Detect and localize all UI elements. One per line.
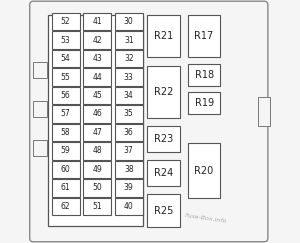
Text: 49: 49 <box>92 165 102 174</box>
Text: 46: 46 <box>92 109 102 119</box>
Bar <box>188 15 220 57</box>
Bar <box>83 179 111 197</box>
Bar <box>83 124 111 141</box>
Bar <box>188 92 220 114</box>
Bar <box>48 15 143 226</box>
Text: 45: 45 <box>92 91 102 100</box>
Bar <box>83 161 111 178</box>
Bar <box>115 198 143 215</box>
Text: 35: 35 <box>124 109 134 119</box>
Text: Fuse-Box.info: Fuse-Box.info <box>184 213 227 224</box>
Text: 39: 39 <box>124 183 134 192</box>
Text: R25: R25 <box>154 206 173 216</box>
Bar <box>83 31 111 49</box>
Bar <box>83 50 111 67</box>
Text: R17: R17 <box>194 31 214 41</box>
Bar <box>115 13 143 30</box>
FancyBboxPatch shape <box>30 1 268 242</box>
Text: 47: 47 <box>92 128 102 137</box>
Text: R18: R18 <box>194 70 214 80</box>
Bar <box>52 105 80 123</box>
Bar <box>83 198 111 215</box>
Bar <box>33 101 47 117</box>
Text: 37: 37 <box>124 146 134 156</box>
Text: 44: 44 <box>92 72 102 82</box>
Text: R20: R20 <box>194 166 214 176</box>
Text: 57: 57 <box>61 109 70 119</box>
Text: 55: 55 <box>61 72 70 82</box>
Bar <box>52 124 80 141</box>
Text: 41: 41 <box>92 17 102 26</box>
Text: 43: 43 <box>92 54 102 63</box>
Text: 54: 54 <box>61 54 70 63</box>
Bar <box>83 87 111 104</box>
Text: 61: 61 <box>61 183 70 192</box>
Bar <box>147 160 180 186</box>
Bar <box>83 13 111 30</box>
Bar <box>115 68 143 86</box>
Bar <box>147 66 180 118</box>
Text: R21: R21 <box>154 31 173 41</box>
Bar <box>52 13 80 30</box>
Bar <box>115 87 143 104</box>
Bar <box>115 124 143 141</box>
Bar <box>147 126 180 152</box>
Bar <box>188 64 220 86</box>
Text: 59: 59 <box>61 146 70 156</box>
Text: 56: 56 <box>61 91 70 100</box>
Bar <box>52 31 80 49</box>
Text: 52: 52 <box>61 17 70 26</box>
Bar <box>52 179 80 197</box>
Bar <box>115 50 143 67</box>
Bar <box>115 142 143 160</box>
Bar <box>52 198 80 215</box>
Bar <box>147 194 180 227</box>
Text: 53: 53 <box>61 35 70 45</box>
Bar <box>258 97 270 126</box>
Bar <box>188 143 220 198</box>
Text: 32: 32 <box>124 54 134 63</box>
Bar <box>52 68 80 86</box>
Text: 34: 34 <box>124 91 134 100</box>
Bar <box>33 62 47 78</box>
Text: 40: 40 <box>124 202 134 211</box>
Bar <box>83 68 111 86</box>
Text: R22: R22 <box>154 87 173 97</box>
Text: 31: 31 <box>124 35 134 45</box>
Bar <box>52 142 80 160</box>
Text: R19: R19 <box>194 98 214 108</box>
Text: R24: R24 <box>154 168 173 178</box>
Text: 62: 62 <box>61 202 70 211</box>
Text: 48: 48 <box>92 146 102 156</box>
Text: 58: 58 <box>61 128 70 137</box>
Bar <box>115 31 143 49</box>
Bar <box>83 142 111 160</box>
Bar <box>52 87 80 104</box>
Text: 60: 60 <box>61 165 70 174</box>
Bar <box>115 179 143 197</box>
Bar <box>115 105 143 123</box>
Text: 50: 50 <box>92 183 102 192</box>
Text: 51: 51 <box>92 202 102 211</box>
Text: 33: 33 <box>124 72 134 82</box>
Bar <box>83 105 111 123</box>
Bar <box>52 50 80 67</box>
Bar <box>52 161 80 178</box>
Text: 36: 36 <box>124 128 134 137</box>
Bar <box>147 15 180 57</box>
Text: R23: R23 <box>154 134 173 144</box>
Text: 42: 42 <box>92 35 102 45</box>
Bar <box>115 161 143 178</box>
Bar <box>33 140 47 156</box>
Text: 38: 38 <box>124 165 134 174</box>
Text: 30: 30 <box>124 17 134 26</box>
